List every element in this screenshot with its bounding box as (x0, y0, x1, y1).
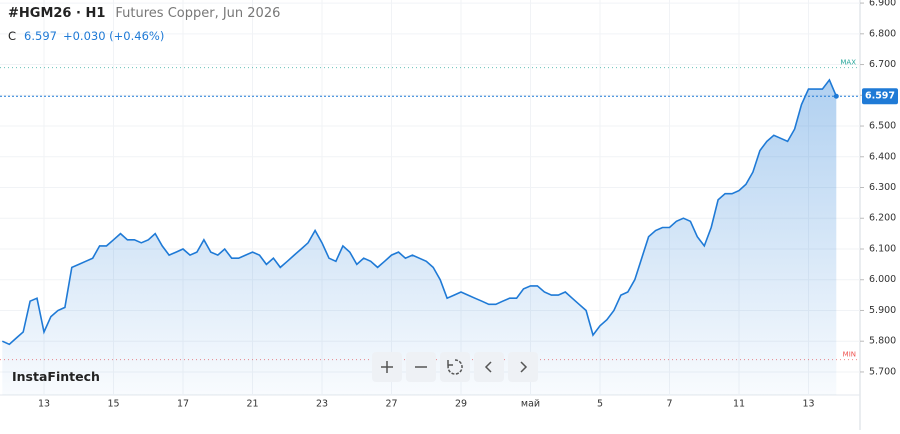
scroll-left-button[interactable] (474, 352, 504, 382)
y-tick-label: 6.900 (869, 0, 896, 9)
icon (447, 359, 463, 375)
min-line-label: MIN (843, 351, 856, 359)
icon (381, 361, 393, 373)
y-tick-label: 5.900 (869, 305, 896, 316)
change: +0.030 (+0.46%) (62, 29, 165, 43)
y-tick-label: 6.100 (869, 243, 896, 254)
x-tick-label: 13 (802, 399, 814, 410)
y-tick-label: 6.800 (869, 28, 896, 39)
x-tick-label: 17 (177, 399, 189, 410)
quote: C 6.597 +0.030 (+0.46%) (8, 29, 164, 43)
y-tick-label: 6.000 (869, 274, 896, 285)
x-tick-label: 15 (107, 399, 119, 410)
last-point (833, 93, 839, 99)
y-tick-label: 6.700 (869, 59, 896, 70)
description: Futures Copper, Jun 2026 (115, 6, 281, 21)
x-tick-label: 5 (597, 399, 603, 410)
price-tag-label: 6.597 (865, 91, 895, 102)
header: #HGM26 · H1 Futures Copper, Jun 2026 (8, 6, 280, 21)
price-tag (862, 88, 898, 105)
x-tick-label: май (521, 399, 540, 410)
x-tick-label: 21 (246, 399, 258, 410)
close-price: 6.597 (24, 29, 57, 43)
reset-button[interactable] (440, 352, 470, 382)
y-tick-label: 6.300 (869, 182, 896, 193)
zoom-out-button[interactable] (406, 352, 436, 382)
x-tick-label: 13 (38, 399, 50, 410)
scroll-right-button[interactable] (508, 352, 538, 382)
icon (484, 361, 492, 373)
x-tick-label: 29 (455, 399, 467, 410)
y-tick-label: 6.200 (869, 213, 896, 224)
y-tick-label: 6.400 (869, 151, 896, 162)
close-label: C (8, 29, 17, 43)
line (1, 78, 838, 346)
area (2, 79, 837, 396)
x-tick-label: 7 (666, 399, 672, 410)
x-tick-label: 27 (385, 399, 397, 410)
y-tick-label: 6.500 (869, 121, 896, 132)
watermark: InstaFintech (12, 369, 100, 384)
y-tick-label: 5.700 (869, 366, 896, 377)
zoom-in-button[interactable] (372, 352, 402, 382)
x-tick-label: 23 (316, 399, 328, 410)
icon (520, 361, 528, 373)
symbol: #HGM26 · H1 (8, 6, 106, 21)
y-tick-label: 5.800 (869, 336, 896, 347)
max-line-label: MAX (840, 59, 856, 67)
x-tick-label: 11 (733, 399, 745, 410)
icon (415, 366, 427, 368)
